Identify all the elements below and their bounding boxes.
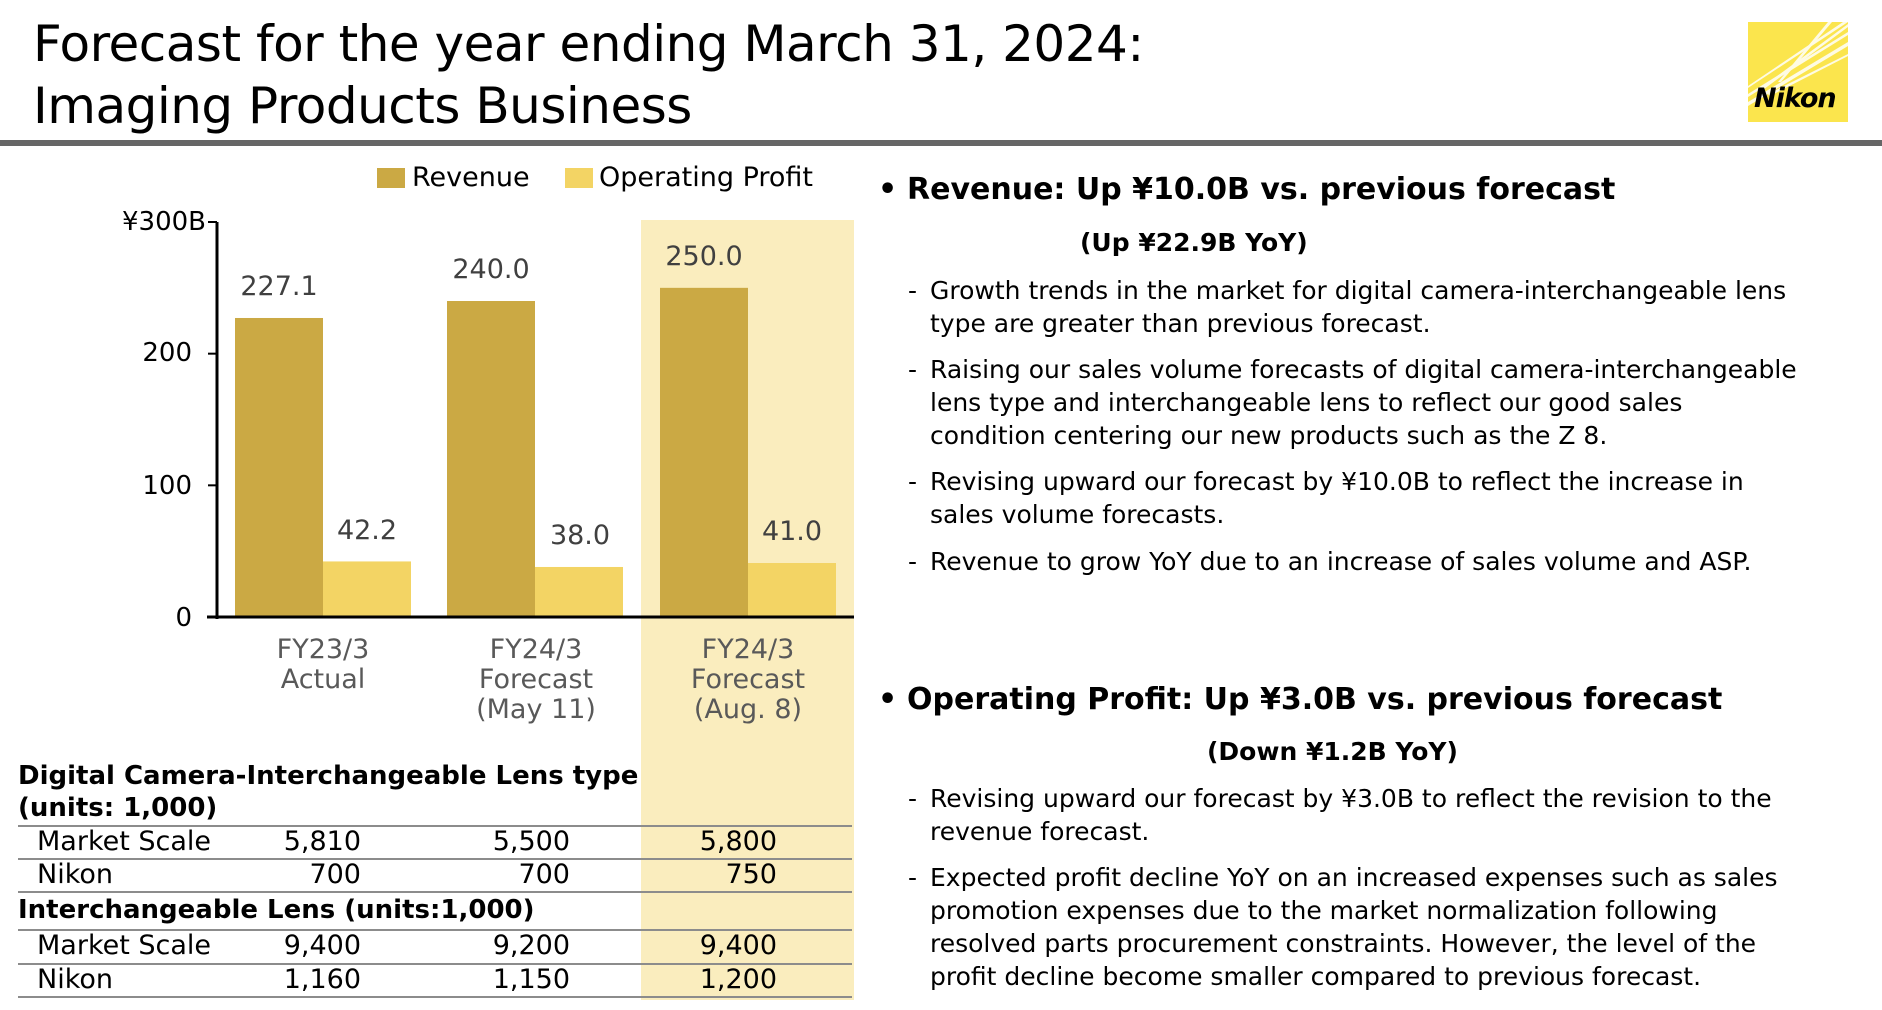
table-divider <box>18 858 852 860</box>
revenue-point-1: Growth trends in the market for digital … <box>930 274 1860 340</box>
revenue-subheading: (Up ¥22.9B YoY) <box>1080 228 1308 257</box>
text-line: resolved parts procurement constraints. … <box>930 929 1757 958</box>
page-title-line-1: Forecast for the year ending March 31, 2… <box>33 15 1144 73</box>
operating-profit-point-1: Revising upward our forecast by ¥3.0B to… <box>930 782 1860 848</box>
revenue-heading: Revenue: Up ¥10.0B vs. previous forecast <box>907 172 1616 207</box>
dash-marker: - <box>908 863 918 892</box>
table-cell-camera-nikon-fy24-aug: 750 <box>725 859 777 890</box>
nikon-logo-graphic <box>1748 22 1848 122</box>
table-cell-lens-market-fy24-may: 9,200 <box>492 930 570 961</box>
bar-chart <box>207 221 854 619</box>
legend-label-revenue: Revenue <box>412 162 530 193</box>
revenue-point-2: Raising our sales volume forecasts of di… <box>930 353 1860 452</box>
dash-marker: - <box>908 355 918 384</box>
bar-operating-profit-2 <box>748 563 836 617</box>
dash-marker: - <box>908 547 918 576</box>
table-section-title-lens: Interchangeable Lens (units:1,000) <box>18 895 535 925</box>
table-cell-lens-nikon-fy24-aug: 1,200 <box>699 964 777 995</box>
value-label-profit-fy24-aug: 41.0 <box>761 516 823 547</box>
value-label-profit-fy23: 42.2 <box>336 515 398 546</box>
page-title-line-2: Imaging Products Business <box>33 77 692 135</box>
nikon-logo-text: Nikon <box>1754 83 1837 114</box>
table-cell-lens-nikon-fy24-may: 1,150 <box>492 964 570 995</box>
dash-marker: - <box>908 784 918 813</box>
table-row-label-camera-market: Market Scale <box>37 826 212 857</box>
revenue-point-4: Revenue to grow YoY due to an increase o… <box>930 545 1860 578</box>
category-label-line: FY24/3 <box>489 634 583 665</box>
text-line: promotion expenses due to the market nor… <box>930 896 1718 925</box>
bullet-operating-profit: • <box>878 682 898 717</box>
table-section-units-camera: (units: 1,000) <box>18 793 218 823</box>
header-divider <box>0 140 1882 146</box>
table-divider <box>18 996 852 998</box>
text-line: Revising upward our forecast by ¥3.0B to… <box>930 784 1772 813</box>
category-label-line: Forecast <box>690 664 806 695</box>
text-line: condition centering our new products suc… <box>930 421 1608 450</box>
dash-marker: - <box>908 276 918 305</box>
value-label-revenue-fy24-may: 240.0 <box>452 254 530 285</box>
table-cell-camera-nikon-fy23: 700 <box>309 859 361 890</box>
text-line: profit decline become smaller compared t… <box>930 962 1702 991</box>
y-tick-label-300: ¥300B <box>121 207 206 237</box>
table-divider <box>18 825 852 827</box>
value-label-revenue-fy24-aug: 250.0 <box>665 241 743 272</box>
value-label-profit-fy24-may: 38.0 <box>549 520 611 551</box>
text-line: Revenue to grow YoY due to an increase o… <box>930 547 1752 576</box>
legend-swatch-revenue <box>377 168 405 188</box>
category-label-fy23-actual: FY23/3 Actual <box>223 635 423 695</box>
table-cell-camera-market-fy24-aug: 5,800 <box>699 826 777 857</box>
category-label-line: (May 11) <box>476 694 596 725</box>
nikon-logo: Nikon <box>1748 22 1848 122</box>
bar-revenue-2 <box>660 287 748 617</box>
legend-swatch-operating-profit <box>565 168 593 188</box>
legend-label-operating-profit: Operating Profit <box>599 162 813 193</box>
text-line: revenue forecast. <box>930 817 1150 846</box>
table-cell-lens-market-fy23: 9,400 <box>283 930 361 961</box>
bullet-revenue: • <box>878 172 898 207</box>
operating-profit-subheading: (Down ¥1.2B YoY) <box>1207 737 1458 766</box>
table-row-label-lens-nikon: Nikon <box>37 964 114 995</box>
bar-operating-profit-0 <box>323 561 411 617</box>
table-divider <box>18 963 852 965</box>
y-tick-label-100: 100 <box>142 471 192 501</box>
text-line: Growth trends in the market for digital … <box>930 276 1787 305</box>
category-label-fy24-forecast-aug: FY24/3 Forecast (Aug. 8) <box>648 635 848 725</box>
table-cell-lens-nikon-fy23: 1,160 <box>283 964 361 995</box>
table-cell-camera-nikon-fy24-may: 700 <box>518 859 570 890</box>
table-cell-lens-market-fy24-aug: 9,400 <box>699 930 777 961</box>
table-row-label-camera-nikon: Nikon <box>37 859 114 890</box>
category-label-line: (Aug. 8) <box>693 694 803 725</box>
y-tick-label-0: 0 <box>175 603 192 633</box>
bar-revenue-1 <box>447 301 535 617</box>
text-line: Revising upward our forecast by ¥10.0B t… <box>930 467 1744 496</box>
table-section-title-camera: Digital Camera-Interchangeable Lens type <box>18 761 639 791</box>
revenue-point-3: Revising upward our forecast by ¥10.0B t… <box>930 465 1860 531</box>
value-label-revenue-fy23: 227.1 <box>240 271 318 302</box>
dash-marker: - <box>908 467 918 496</box>
table-cell-camera-market-fy23: 5,810 <box>283 826 361 857</box>
table-divider <box>18 891 852 893</box>
table-divider <box>18 929 852 931</box>
table-cell-camera-market-fy24-may: 5,500 <box>492 826 570 857</box>
category-label-line: Actual <box>280 664 366 695</box>
y-tick-label-200: 200 <box>142 338 192 368</box>
text-line: Expected profit decline YoY on an increa… <box>930 863 1778 892</box>
category-label-fy24-forecast-may: FY24/3 Forecast (May 11) <box>436 635 636 725</box>
bar-revenue-0 <box>235 317 323 617</box>
operating-profit-point-2: Expected profit decline YoY on an increa… <box>930 861 1860 993</box>
text-line: lens type and interchangeable lens to re… <box>930 388 1683 417</box>
text-line: Raising our sales volume forecasts of di… <box>930 355 1797 384</box>
table-row-label-lens-market: Market Scale <box>37 930 212 961</box>
category-label-line: FY24/3 <box>701 634 795 665</box>
text-line: sales volume forecasts. <box>930 500 1225 529</box>
category-label-line: Forecast <box>478 664 594 695</box>
category-label-line: FY23/3 <box>276 634 370 665</box>
bar-operating-profit-1 <box>535 566 623 617</box>
operating-profit-heading: Operating Profit: Up ¥3.0B vs. previous … <box>907 682 1723 717</box>
text-line: type are greater than previous forecast. <box>930 309 1431 338</box>
